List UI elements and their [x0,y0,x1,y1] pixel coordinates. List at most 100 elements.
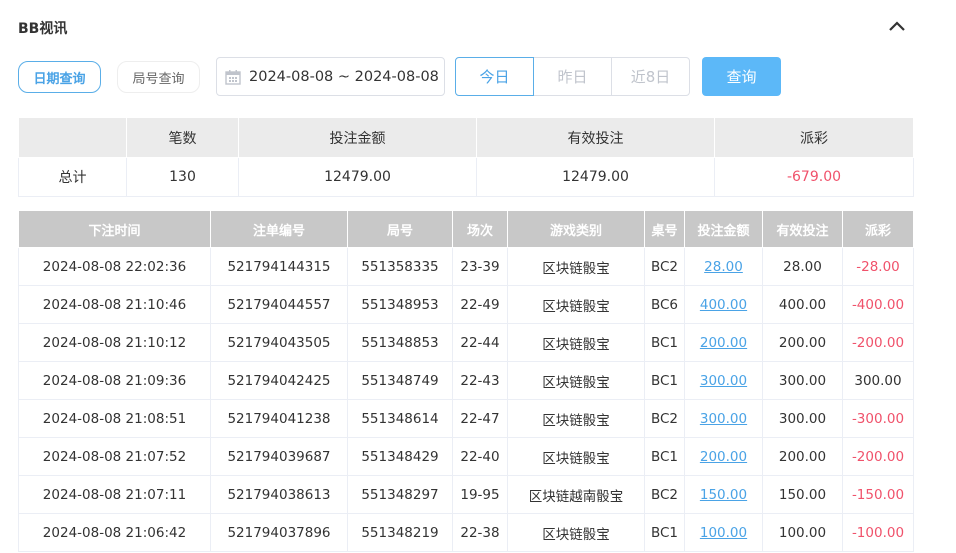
table-cell: 22-40 [452,437,508,476]
date-range-input[interactable]: 2024-08-08 ~ 2024-08-08 [216,57,445,96]
table-cell: 100.00 [762,513,843,552]
table-row: 2024-08-08 21:10:12 521794043505 551348853… [18,323,914,362]
date-query-tab[interactable]: 日期查询 [18,61,101,93]
table-cell: 551348749 [347,361,453,400]
table-cell: 22-38 [452,513,508,552]
column-header: 下注时间 [18,210,211,248]
summary-header-row: 笔数 投注金额 有效投注 派彩 [18,117,914,158]
table-cell: BC1 [644,361,685,400]
table-cell: 521794044557 [210,285,348,324]
table-cell: 2024-08-08 21:07:52 [18,437,211,476]
bet-amount-link[interactable]: 28.00 [684,247,763,286]
table-cell: 区块链骰宝 [507,399,645,438]
summary-header: 投注金额 [238,117,477,158]
table-cell: -300.00 [842,399,914,438]
summary-cell: 130 [126,157,239,197]
table-cell: 2024-08-08 21:06:42 [18,513,211,552]
table-cell: 551348614 [347,399,453,438]
table-cell: 521794038613 [210,475,348,514]
table-row: 2024-08-08 21:07:52 521794039687 551348429… [18,437,914,476]
bet-amount-link[interactable]: 200.00 [684,437,763,476]
table-cell: BC6 [644,285,685,324]
table-header-row: 下注时间 注单编号 局号 场次 游戏类别 桌号 投注金额 有效投注 派彩 [18,210,914,248]
bet-records-table: 下注时间 注单编号 局号 场次 游戏类别 桌号 投注金额 有效投注 派彩 2024-08-08 … [18,210,914,552]
bet-amount-link[interactable]: 100.00 [684,513,763,552]
column-header: 投注金额 [684,210,763,248]
table-cell: 区块链骰宝 [507,285,645,324]
quick-date-group: 今日 昨日 近8日 [455,57,690,96]
table-cell: 551358335 [347,247,453,286]
chevron-up-icon[interactable] [887,18,907,34]
table-cell: 28.00 [762,247,843,286]
bet-amount-link[interactable]: 300.00 [684,361,763,400]
last-8-days-button[interactable]: 近8日 [611,57,690,96]
summary-cell: 总计 [18,157,127,197]
table-cell: 521794041238 [210,399,348,438]
table-cell: 22-43 [452,361,508,400]
table-row: 2024-08-08 21:07:11 521794038613 551348297… [18,475,914,514]
table-cell: -400.00 [842,285,914,324]
table-cell: BC1 [644,437,685,476]
column-header: 游戏类别 [507,210,645,248]
column-header: 桌号 [644,210,685,248]
column-header: 场次 [452,210,508,248]
table-cell: 23-39 [452,247,508,286]
bet-amount-link[interactable]: 150.00 [684,475,763,514]
round-query-tab[interactable]: 局号查询 [117,61,200,93]
table-cell: BC2 [644,475,685,514]
calendar-icon [225,69,241,85]
column-header: 派彩 [842,210,914,248]
table-cell: 551348953 [347,285,453,324]
table-cell: 2024-08-08 21:08:51 [18,399,211,438]
table-cell: BC1 [644,513,685,552]
table-cell: 521794037896 [210,513,348,552]
summary-table: 笔数 投注金额 有效投注 派彩 总计 130 12479.00 12479.00… [18,117,914,197]
table-cell: 22-44 [452,323,508,362]
table-row: 2024-08-08 22:02:36 521794144315 551358335… [18,247,914,286]
column-header: 注单编号 [210,210,348,248]
table-cell: BC1 [644,323,685,362]
table-cell: 区块链骰宝 [507,361,645,400]
query-button[interactable]: 查询 [702,57,781,96]
table-cell: 区块链骰宝 [507,513,645,552]
summary-header: 有效投注 [476,117,715,158]
table-cell: 300.00 [762,399,843,438]
table-cell: 400.00 [762,285,843,324]
table-cell: 2024-08-08 21:09:36 [18,361,211,400]
table-cell: -100.00 [842,513,914,552]
table-cell: 551348429 [347,437,453,476]
bet-amount-link[interactable]: 200.00 [684,323,763,362]
summary-cell: 12479.00 [476,157,715,197]
table-row: 2024-08-08 21:08:51 521794041238 551348614… [18,399,914,438]
section-title: BB视讯 [18,21,68,37]
table-cell: 2024-08-08 21:10:12 [18,323,211,362]
table-cell: 551348853 [347,323,453,362]
today-button[interactable]: 今日 [455,57,534,96]
table-cell: 300.00 [842,361,914,400]
table-row: 2024-08-08 21:10:46 521794044557 551348953… [18,285,914,324]
summary-header: 派彩 [714,117,914,158]
table-cell: -200.00 [842,323,914,362]
bet-amount-link[interactable]: 300.00 [684,399,763,438]
column-header: 局号 [347,210,453,248]
table-cell: 2024-08-08 21:07:11 [18,475,211,514]
table-cell: 区块链越南骰宝 [507,475,645,514]
table-cell: 200.00 [762,437,843,476]
table-cell: 551348219 [347,513,453,552]
table-cell: 22-47 [452,399,508,438]
summary-cell: 12479.00 [238,157,477,197]
summary-total-row: 总计 130 12479.00 12479.00 -679.00 [18,157,914,197]
column-header: 有效投注 [762,210,843,248]
yesterday-button[interactable]: 昨日 [533,57,612,96]
table-row: 2024-08-08 21:06:42 521794037896 551348219… [18,513,914,552]
table-cell: -150.00 [842,475,914,514]
table-cell: 300.00 [762,361,843,400]
table-cell: 551348297 [347,475,453,514]
summary-cell: -679.00 [714,157,914,197]
date-range-value: 2024-08-08 ~ 2024-08-08 [249,68,439,85]
table-cell: BC2 [644,399,685,438]
table-cell: -28.00 [842,247,914,286]
bet-amount-link[interactable]: 400.00 [684,285,763,324]
table-cell: 200.00 [762,323,843,362]
table-cell: BC2 [644,247,685,286]
